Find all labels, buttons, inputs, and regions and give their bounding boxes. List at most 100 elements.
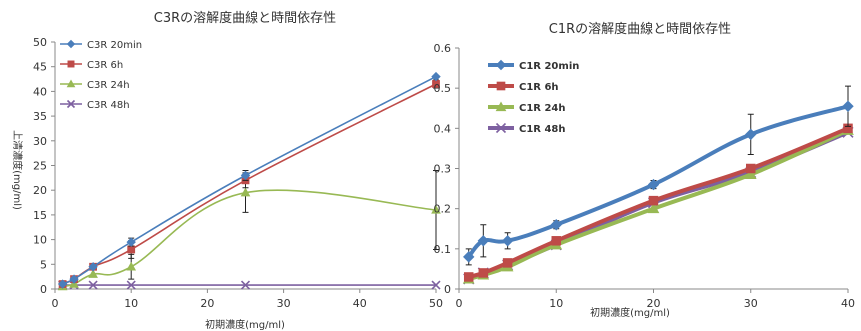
x-tick-label: 0 <box>456 297 463 310</box>
legend-item-c1r-20min: C1R 20min <box>488 59 579 72</box>
series-c1r-6h <box>463 123 853 282</box>
legend-marker <box>67 60 75 68</box>
legend-item-c1r-6h: C1R 6h <box>488 81 559 93</box>
data-point <box>57 279 68 289</box>
x-tick-label: 10 <box>124 297 138 310</box>
data-point <box>477 235 490 247</box>
data-point <box>88 280 98 290</box>
legend-item-c1r-48h: C1R 48h <box>488 122 566 135</box>
legend-label: C1R 48h <box>519 124 566 135</box>
series-c1r-20min <box>463 85 854 266</box>
x-tick-label: 30 <box>277 297 291 310</box>
data-point <box>88 262 98 272</box>
legend-label: C3R 24h <box>87 80 130 91</box>
data-point <box>648 195 659 206</box>
x-axis-label: 初期濃度(mg/ml) <box>205 318 285 331</box>
series-c3r-48h <box>58 280 441 290</box>
data-point <box>240 170 251 181</box>
data-point <box>744 168 757 180</box>
y-tick-label: 35 <box>33 110 47 123</box>
series-c3r-6h <box>58 79 440 288</box>
data-point <box>431 280 441 290</box>
y-tick-label: 0.6 <box>434 42 452 55</box>
y-tick-label: 15 <box>33 209 47 222</box>
data-point <box>842 100 854 112</box>
legend-marker <box>66 39 76 49</box>
x-tick-label: 10 <box>549 297 563 310</box>
y-tick-label: 0.3 <box>434 163 452 176</box>
legend-item-c1r-24h: C1R 24h <box>488 101 566 114</box>
data-point <box>240 280 251 290</box>
y-tick-label: 0.1 <box>434 243 452 256</box>
x-tick-label: 30 <box>744 297 758 310</box>
chart-title: C1Rの溶解度曲線と時間依存性 <box>549 21 731 37</box>
y-tick-label: 40 <box>33 85 47 98</box>
legend-item-c3r-48h: C3R 48h <box>60 99 130 111</box>
x-tick-label: 0 <box>52 297 59 310</box>
x-tick-label: 40 <box>841 297 855 310</box>
legend-item-c3r-20min: C3R 20min <box>60 39 142 51</box>
y-tick-label: 10 <box>33 234 47 247</box>
x-axis-label: 初期濃度(mg/ml) <box>590 306 670 319</box>
data-point <box>746 163 756 174</box>
y-axis-label: 上清濃度(mg/ml) <box>11 130 24 210</box>
data-point <box>69 274 79 284</box>
legend-marker <box>66 79 76 88</box>
data-point <box>463 251 475 263</box>
data-point <box>550 219 562 231</box>
legend-item-c3r-24h: C3R 24h <box>60 79 130 91</box>
data-point <box>463 272 474 282</box>
legend-item-c3r-6h: C3R 6h <box>60 60 123 71</box>
series-c3r-20min <box>57 71 441 289</box>
data-point <box>126 280 136 290</box>
legend: C1R 20min C1R 6h C1R 24h C1R 48h <box>488 59 579 135</box>
data-point <box>745 128 757 141</box>
data-point <box>647 202 660 214</box>
y-tick-label: 5 <box>40 258 47 271</box>
data-point <box>478 268 489 278</box>
chart-2: C1Rの溶解度曲線と時間依存性 0 0.1 0.2 0.3 0.4 0.5 0.6 0 10 20 3… <box>434 21 856 319</box>
legend: C3R 20min C3R 6h C3R 24h C3R 48h <box>60 39 142 111</box>
y-tick-label: 50 <box>33 36 47 49</box>
legend-label: C3R 6h <box>87 60 123 71</box>
legend-marker <box>495 59 507 71</box>
x-tick-label: 20 <box>647 297 661 310</box>
legend-label: C1R 6h <box>519 82 559 93</box>
x-tick-label: 40 <box>353 297 367 310</box>
y-tick-label: 0.5 <box>434 82 452 95</box>
legend-marker <box>496 81 506 91</box>
chart-1: C3Rの溶解度曲線と時間依存性 0 5 10 15 20 25 30 35 40 45 50 0 10 20… <box>11 10 443 331</box>
y-tick-label: 25 <box>33 160 47 173</box>
legend-marker <box>495 122 507 134</box>
data-point <box>551 236 561 246</box>
data-point <box>126 261 137 271</box>
series-c3r-24h <box>57 169 441 291</box>
data-point <box>501 235 514 247</box>
legend-label: C3R 48h <box>87 100 130 111</box>
x-tick-label: 20 <box>200 297 214 310</box>
data-point <box>502 258 513 268</box>
legend-label: C1R 20min <box>519 61 579 72</box>
legend-marker <box>495 101 507 112</box>
data-point <box>431 71 441 82</box>
data-point <box>126 237 136 247</box>
data-point <box>240 187 251 197</box>
y-tick-label: 0.2 <box>434 203 452 216</box>
data-point <box>647 178 660 191</box>
data-point <box>127 245 136 254</box>
y-tick-label: 20 <box>33 184 47 197</box>
legend-marker <box>66 99 76 109</box>
chart-title: C3Rの溶解度曲線と時間依存性 <box>154 10 336 26</box>
y-tick-label: 0 <box>40 283 47 296</box>
x-tick-label: 50 <box>429 297 443 310</box>
data-point <box>431 204 441 214</box>
legend-label: C1R 24h <box>519 103 566 114</box>
y-tick-label: 0.4 <box>434 122 452 135</box>
y-tick-label: 30 <box>33 135 47 148</box>
series-line <box>61 189 437 288</box>
y-tick-label: 45 <box>33 61 47 74</box>
y-tick-label: 0 <box>444 283 451 296</box>
legend-label: C3R 20min <box>87 40 142 51</box>
data-point <box>88 269 98 278</box>
